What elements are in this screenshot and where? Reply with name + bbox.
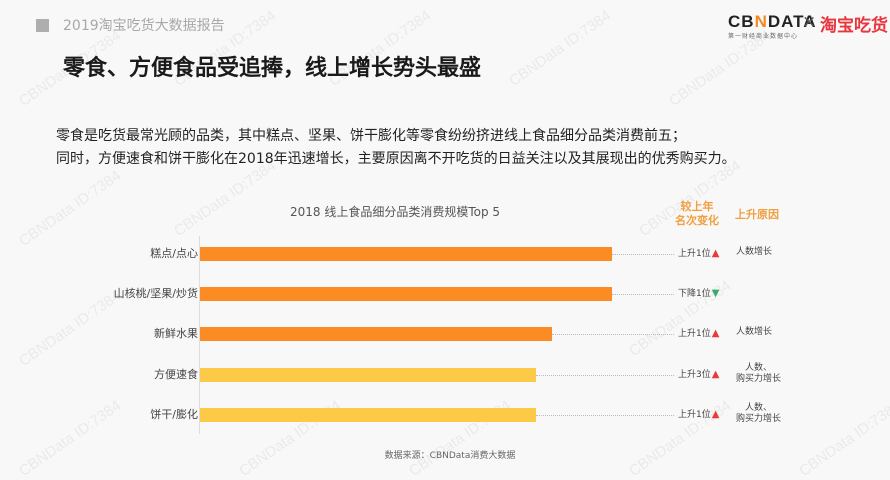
category-label: 山核桃/坚果/炒货 [113, 287, 198, 300]
watermark: CBNData ID:7384 [15, 167, 125, 250]
reason: 人数、 购买力增长 [736, 403, 781, 425]
leader-line [536, 375, 674, 376]
category-label: 新鲜水果 [154, 327, 198, 340]
rank-change-text: 上升1位 [678, 410, 711, 420]
rank-change: 下降1位▼ [678, 287, 719, 301]
page-title: 零食、方便食品受追捧，线上增长势头最盛 [63, 56, 482, 81]
y-axis-line [199, 236, 200, 434]
cbndata-logo: CBNDATA 第一财经商业数据中心 [728, 12, 817, 40]
reason: 人数增长 [736, 247, 772, 258]
reason: 人数、 购买力增长 [736, 363, 781, 385]
rank-change-text: 上升1位 [678, 329, 711, 339]
reason-text-line2: 购买力增长 [736, 374, 782, 384]
chart-row: 糕点/点心 上升1位▲ 人数增长 [0, 246, 890, 262]
reason-text-line2: 购买力增长 [736, 414, 782, 424]
up-arrow-icon: ▲ [711, 248, 720, 259]
category-label: 方便速食 [154, 368, 198, 381]
reason-text: 人数增长 [736, 327, 773, 337]
category-label: 糕点/点心 [150, 247, 198, 260]
taobao-chihuo-logo: 淘宝吃货 [820, 16, 888, 36]
rank-change-header-line2: 名次变化 [675, 214, 719, 227]
leader-line [612, 254, 674, 255]
reason: 人数增长 [736, 327, 772, 338]
chart-title: 2018 线上食品细分品类消费规模Top 5 [289, 205, 501, 219]
leader-line [612, 294, 674, 295]
description: 零食是吃货最常光顾的品类，其中糕点、坚果、饼干膨化等零食纷纷挤进线上食品细分品类… [56, 125, 736, 171]
up-arrow-icon: ▲ [711, 369, 720, 380]
report-title: 2019淘宝吃货大数据报告 [63, 18, 225, 34]
description-line-1: 零食是吃货最常光顾的品类，其中糕点、坚果、饼干膨化等零食纷纷挤进线上食品细分品类… [56, 128, 686, 144]
leader-line [536, 415, 674, 416]
rank-change-text: 上升1位 [678, 249, 711, 259]
data-source: 数据来源：CBNData消费大数据 [384, 451, 516, 461]
reason-header: 上升原因 [735, 208, 779, 221]
reason-text-line1: 人数、 [745, 363, 773, 373]
rank-change-header: 较上年 名次变化 [672, 200, 722, 228]
bar [200, 408, 536, 422]
chart-row: 方便速食 上升3位▲ 人数、 购买力增长 [0, 363, 890, 384]
rank-change-header-line1: 较上年 [680, 200, 714, 213]
logo-separator: × [802, 12, 817, 32]
watermark: CBNData ID:7384 [505, 7, 615, 90]
bar [200, 247, 612, 261]
up-arrow-icon: ▲ [711, 409, 720, 420]
rank-change: 上升3位▲ [678, 368, 719, 382]
leader-line [552, 334, 674, 335]
category-label: 饼干/膨化 [150, 408, 198, 421]
chart-row: 山核桃/坚果/炒货 下降1位▼ [0, 286, 890, 302]
rank-change: 上升1位▲ [678, 408, 719, 422]
header-square-icon [36, 19, 49, 32]
rank-change: 上升1位▲ [678, 327, 719, 341]
rank-change-text: 下降1位 [678, 289, 711, 299]
down-arrow-icon: ▼ [711, 288, 720, 299]
description-line-2: 同时，方便速食和饼干膨化在2018年迅速增长，主要原因离不开吃货的日益关注以及其… [56, 151, 736, 167]
up-arrow-icon: ▲ [711, 328, 720, 339]
cbndata-logo-text: CBNDATA [728, 12, 817, 31]
rank-change-text: 上升3位 [678, 370, 711, 380]
reason-text: 人数增长 [736, 247, 773, 257]
rank-change: 上升1位▲ [678, 247, 719, 261]
bar [200, 287, 612, 301]
bar [200, 327, 552, 341]
chart-row: 新鲜水果 上升1位▲ 人数增长 [0, 326, 890, 342]
reason-text-line1: 人数、 [745, 403, 773, 413]
chart-row: 饼干/膨化 上升1位▲ 人数、 购买力增长 [0, 403, 890, 424]
bar [200, 368, 536, 382]
cbndata-logo-subtitle: 第一财经商业数据中心 [728, 33, 799, 40]
